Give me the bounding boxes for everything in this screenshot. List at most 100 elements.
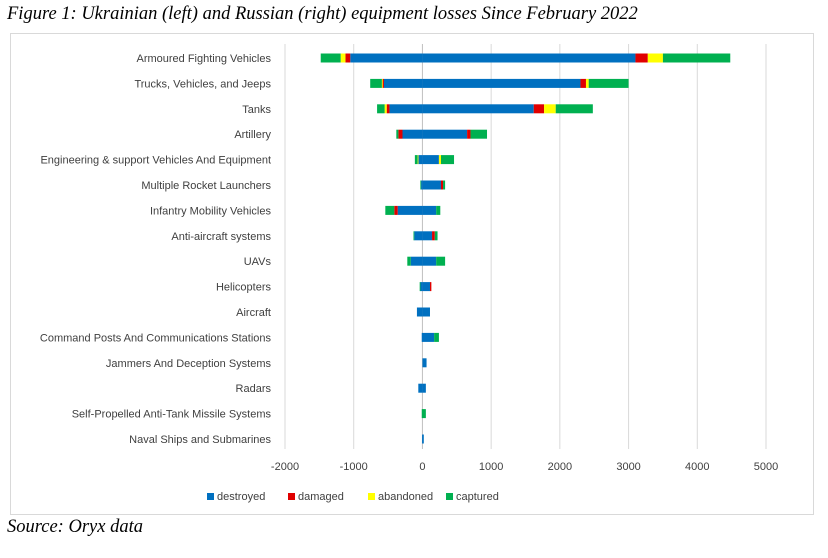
bar-segment-captured-left: [396, 129, 399, 139]
bar-segment-damaged-left: [398, 129, 403, 139]
x-tick-label: 3000: [616, 461, 640, 473]
bar-segment-damaged-right: [580, 78, 586, 88]
bar-segment-destroyed-right: [422, 53, 636, 63]
bar-segment-captured-left: [370, 78, 382, 88]
bar-segment-captured-right: [588, 78, 629, 88]
bar-segment-captured-right: [440, 155, 455, 165]
bar-segment-destroyed-left: [350, 53, 423, 63]
bar-segment-destroyed-right: [422, 383, 426, 393]
bar-segment-captured-left: [420, 180, 422, 190]
bar-segment-captured-left: [414, 155, 418, 165]
bar-segment-captured-right: [443, 180, 446, 190]
bar-segment-destroyed-right: [422, 180, 441, 190]
figure-source: Source: Oryx data: [7, 517, 143, 537]
x-tick-label: 2000: [548, 461, 572, 473]
bar-segment-captured-right: [470, 129, 488, 139]
bar-segment-captured-left: [320, 53, 341, 63]
bar-segment-damaged-right: [432, 231, 435, 241]
category-label: Self-Propelled Anti-Tank Missile Systems: [72, 409, 272, 421]
chart-container: -2000 -1000 0 1000 2000 3000 4000 5000 Armoured …: [10, 33, 814, 515]
bar-segment-destroyed-right: [422, 282, 430, 292]
bar-segment-damaged-left: [382, 78, 384, 88]
bar-segment-destroyed-right: [422, 129, 468, 139]
bar-segment-abandoned-right: [438, 155, 441, 165]
bar-segment-destroyed-left: [397, 205, 423, 215]
bar-segment-captured-left: [421, 409, 423, 419]
bar-segment-captured-right: [662, 53, 731, 63]
category-label: Jammers And Deception Systems: [106, 358, 272, 370]
category-label: Anti-aircraft systems: [171, 231, 271, 243]
bar-segment-destroyed-left: [383, 78, 423, 88]
x-tick-label: 0: [419, 461, 425, 473]
legend-swatch-destroyed: [207, 493, 214, 500]
bar-segment-damaged-left: [386, 104, 390, 114]
bar-segment-captured-left: [407, 256, 411, 266]
bar-segment-destroyed-right: [422, 307, 430, 317]
bar-segment-captured-right: [434, 332, 439, 342]
bar-segment-destroyed-right: [422, 434, 424, 444]
category-label: Tanks: [242, 104, 271, 116]
bar-segment-damaged-right: [440, 180, 444, 190]
category-label: Naval Ships and Submarines: [129, 434, 271, 446]
category-label: Aircraft: [236, 307, 271, 319]
bar-segment-captured-right: [422, 409, 426, 419]
category-label: Engineering & support Vehicles And Equip…: [40, 155, 271, 167]
bar-segment-captured-right: [436, 205, 441, 215]
category-label: UAVs: [244, 256, 272, 268]
bar-segment-abandoned-left: [340, 53, 346, 63]
bar-segment-abandoned-left: [417, 155, 419, 165]
bar-segment-damaged-right: [635, 53, 648, 63]
bar-segment-captured-left: [419, 282, 421, 292]
bar-segment-abandoned-right: [585, 78, 589, 88]
bar-segment-destroyed-left: [389, 104, 423, 114]
bar-segment-destroyed-left: [421, 332, 423, 342]
x-tick-label: -2000: [271, 461, 299, 473]
bar-segment-damaged-right: [467, 129, 471, 139]
category-label: Armoured Fighting Vehicles: [136, 53, 271, 65]
figure-title: Figure 1: Ukrainian (left) and Russian (…: [7, 4, 638, 24]
bar-segment-damaged-left: [345, 53, 351, 63]
bar-segment-captured-left: [413, 231, 415, 241]
bar-segment-destroyed-right: [422, 104, 534, 114]
legend-label-destroyed: destroyed: [217, 491, 265, 503]
x-tick-label: 1000: [479, 461, 503, 473]
bar-segment-captured-right: [434, 231, 438, 241]
bar-segment-destroyed-left: [421, 180, 423, 190]
bar-segment-destroyed-left: [402, 129, 423, 139]
bar-segment-destroyed-right: [422, 256, 437, 266]
bar-segment-destroyed-right: [422, 231, 433, 241]
legend-swatch-captured: [446, 493, 453, 500]
legend-swatch-abandoned: [368, 493, 375, 500]
bar-segment-destroyed-left: [418, 383, 423, 393]
bar-segment-damaged-right: [533, 104, 545, 114]
bar-segment-abandoned-right: [544, 104, 556, 114]
bar-segment-captured-right: [436, 256, 446, 266]
x-tick-label: 5000: [754, 461, 778, 473]
legend-swatch-damaged: [288, 493, 295, 500]
bar-segment-damaged-right: [429, 282, 432, 292]
bar-segment-destroyed-left: [414, 231, 423, 241]
x-tick-label: -1000: [340, 461, 368, 473]
category-label: Artillery: [234, 129, 271, 141]
bar-segment-abandoned-left: [384, 104, 387, 114]
category-label: Multiple Rocket Launchers: [141, 180, 271, 192]
bar-segment-destroyed-left: [410, 256, 423, 266]
bar-segment-captured-right: [555, 104, 593, 114]
category-label: Radars: [236, 383, 272, 395]
category-label: Infantry Mobility Vehicles: [150, 205, 272, 217]
legend-label-damaged: damaged: [298, 491, 344, 503]
equipment-losses-chart: -2000 -1000 0 1000 2000 3000 4000 5000 Armoured …: [40, 44, 778, 503]
bar-segment-destroyed-right: [422, 332, 435, 342]
legend-label-abandoned: abandoned: [378, 491, 433, 503]
category-label: Helicopters: [216, 282, 272, 294]
bar-segment-destroyed-left: [416, 307, 423, 317]
bar-segment-destroyed-right: [422, 78, 581, 88]
category-label: Command Posts And Communications Station…: [40, 332, 272, 344]
bar-segment-captured-left: [385, 205, 395, 215]
bar-segment-destroyed-right: [422, 358, 427, 368]
bar-segment-captured-left: [377, 104, 385, 114]
bar-segment-destroyed-left: [418, 155, 423, 165]
legend-label-captured: captured: [456, 491, 499, 503]
bar-segment-destroyed-left: [420, 282, 423, 292]
category-label: Trucks, Vehicles, and Jeeps: [134, 78, 271, 90]
